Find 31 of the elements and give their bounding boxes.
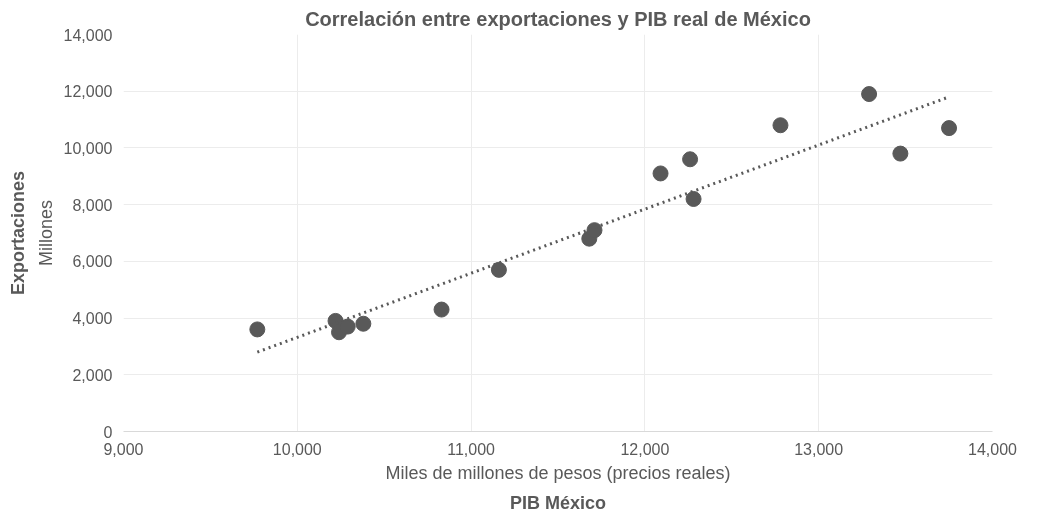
point xyxy=(652,165,669,182)
chart-title: Correlación entre exportaciones y PIB real de México xyxy=(305,7,811,30)
point xyxy=(685,190,702,207)
y-tick-label: 6,000 xyxy=(72,253,113,271)
x-tick-label: 9,000 xyxy=(103,440,144,458)
point xyxy=(433,301,450,318)
point xyxy=(586,222,603,239)
point xyxy=(249,321,266,338)
y-tick-label: 14,000 xyxy=(63,26,113,44)
point xyxy=(682,151,699,168)
y-tick-label: 0 xyxy=(103,423,113,441)
y-tick-label: 4,000 xyxy=(72,310,113,328)
y-tick-label: 2,000 xyxy=(72,366,113,384)
x-tick-label: 13,000 xyxy=(794,440,844,458)
x-tick-label: 14,000 xyxy=(968,440,1018,458)
text: Millones xyxy=(35,199,56,267)
point xyxy=(861,86,878,103)
point xyxy=(892,145,909,162)
x-axis-title: PIB México xyxy=(509,492,607,513)
point xyxy=(772,117,789,134)
point xyxy=(355,315,372,332)
y-tick-label: 10,000 xyxy=(63,139,113,157)
point xyxy=(490,261,507,278)
y-tick-label: 8,000 xyxy=(72,196,113,214)
x-tick-label: 12,000 xyxy=(620,440,670,458)
point xyxy=(941,120,958,137)
text: Miles de millones de pesos (precios reales) xyxy=(385,462,731,483)
x-tick-label: 10,000 xyxy=(272,440,322,458)
x-tick-label: 11,000 xyxy=(447,440,496,458)
y-tick-label: 12,000 xyxy=(63,83,113,101)
y-axis-title: Exportaciones xyxy=(7,170,28,296)
